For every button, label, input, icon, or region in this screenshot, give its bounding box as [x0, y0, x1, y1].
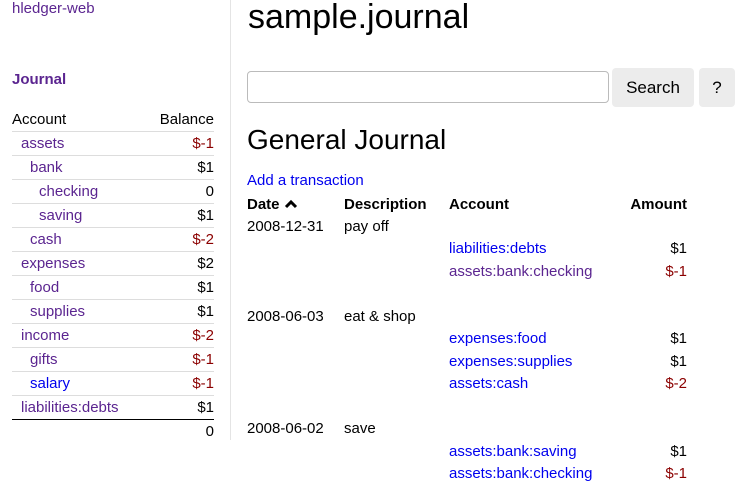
account-balance: 0 — [146, 180, 214, 204]
account-header: Account — [449, 193, 619, 215]
transaction-description: eat & shop — [344, 305, 687, 328]
account-link[interactable]: expenses — [21, 255, 85, 272]
account-row: gifts $-1 — [12, 348, 214, 372]
account-row: food $1 — [12, 276, 214, 300]
transaction-description: save — [344, 418, 687, 441]
search-input[interactable] — [247, 71, 609, 103]
page-title: sample.journal — [248, 0, 469, 37]
posting-amount: $1 — [619, 440, 687, 463]
posting-amount: $-2 — [619, 373, 687, 396]
transaction-date: 2008-06-03 — [247, 305, 344, 328]
posting-account-link[interactable]: assets:cash — [449, 375, 528, 392]
posting-account-link[interactable]: liabilities:debts — [449, 240, 547, 257]
account-balance: $1 — [146, 276, 214, 300]
posting-account-link[interactable]: expenses:food — [449, 330, 547, 347]
account-header: Account — [12, 108, 146, 132]
date-header[interactable]: Date — [247, 193, 344, 215]
account-link[interactable]: bank — [30, 159, 63, 176]
account-row: supplies $1 — [12, 300, 214, 324]
account-row: checking 0 — [12, 180, 214, 204]
posting-amount: $-1 — [619, 260, 687, 283]
account-link[interactable]: food — [30, 279, 59, 296]
posting-account-link[interactable]: assets:bank:checking — [449, 465, 592, 482]
account-balance: $2 — [146, 252, 214, 276]
account-balance: $1 — [146, 396, 214, 420]
total-row: 0 — [12, 420, 214, 444]
account-link[interactable]: cash — [30, 231, 62, 248]
account-row: expenses $2 — [12, 252, 214, 276]
account-link[interactable]: gifts — [30, 351, 58, 368]
account-balance: $-2 — [146, 228, 214, 252]
account-link[interactable]: salary — [30, 375, 70, 392]
account-balance: $1 — [146, 156, 214, 180]
account-balance: $-1 — [146, 348, 214, 372]
account-row: salary $-1 — [12, 372, 214, 396]
account-link[interactable]: supplies — [30, 303, 85, 320]
account-balance: $-2 — [146, 324, 214, 348]
account-link[interactable]: income — [21, 327, 69, 344]
amount-header: Amount — [619, 193, 687, 215]
add-transaction-link[interactable]: Add a transaction — [247, 172, 364, 189]
transaction-description: pay off — [344, 215, 687, 238]
brand-link[interactable]: hledger-web — [12, 0, 95, 17]
journal-table: Date Description Account Amount 2008-12-… — [247, 193, 687, 485]
posting-row: expenses:food $1 — [247, 328, 687, 351]
account-row: liabilities:debts $1 — [12, 396, 214, 420]
account-balance: $1 — [146, 204, 214, 228]
account-row: saving $1 — [12, 204, 214, 228]
transaction-date: 2008-12-31 — [247, 215, 344, 238]
posting-row: assets:bank:saving $1 — [247, 440, 687, 463]
posting-row: assets:bank:checking $-1 — [247, 463, 687, 485]
posting-account-link[interactable]: assets:bank:saving — [449, 443, 577, 460]
posting-row: assets:bank:checking $-1 — [247, 260, 687, 283]
posting-row: assets:cash $-2 — [247, 373, 687, 396]
posting-amount: $1 — [619, 238, 687, 261]
account-row: income $-2 — [12, 324, 214, 348]
transaction-date: 2008-06-02 — [247, 418, 344, 441]
account-link[interactable]: assets — [21, 135, 64, 152]
total-balance: 0 — [146, 420, 214, 444]
account-row: bank $1 — [12, 156, 214, 180]
posting-amount: $1 — [619, 350, 687, 373]
account-row: assets $-1 — [12, 132, 214, 156]
posting-row: expenses:supplies $1 — [247, 350, 687, 373]
journal-heading: General Journal — [247, 124, 446, 156]
posting-row: liabilities:debts $1 — [247, 238, 687, 261]
posting-account-link[interactable]: expenses:supplies — [449, 353, 572, 370]
posting-amount: $-1 — [619, 463, 687, 485]
balance-header: Balance — [146, 108, 214, 132]
account-link[interactable]: liabilities:debts — [21, 399, 119, 416]
account-row: cash $-2 — [12, 228, 214, 252]
account-balance: $-1 — [146, 132, 214, 156]
account-link[interactable]: saving — [39, 207, 82, 224]
posting-account-link[interactable]: assets:bank:checking — [449, 263, 592, 280]
help-button[interactable]: ? — [699, 68, 735, 107]
search-button[interactable]: Search — [612, 68, 694, 107]
journal-link[interactable]: Journal — [12, 71, 66, 88]
date-header-label: Date — [247, 196, 280, 213]
account-balance: $-1 — [146, 372, 214, 396]
account-balance: $1 — [146, 300, 214, 324]
posting-amount: $1 — [619, 328, 687, 351]
account-link[interactable]: checking — [39, 183, 98, 200]
chevron-up-icon — [284, 199, 298, 209]
description-header: Description — [344, 193, 449, 215]
